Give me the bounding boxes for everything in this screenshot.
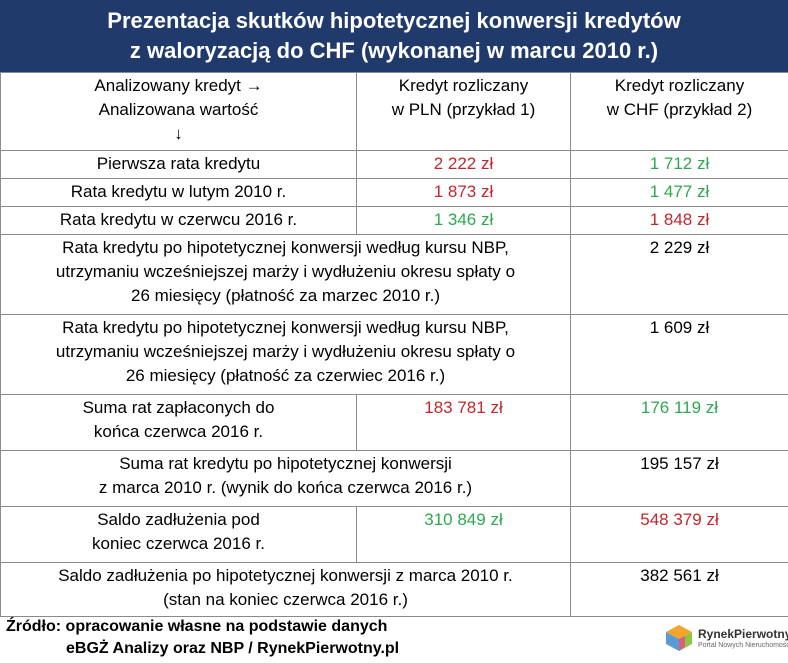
row-label: Rata kredytu po hipotetycznej konwersji … xyxy=(0,234,571,315)
row-label: Suma rat kredytu po hipotetycznej konwer… xyxy=(0,450,571,507)
title-line-1: Prezentacja skutków hipotetycznej konwer… xyxy=(107,8,681,33)
header-cell-pln: Kredyt rozliczany w PLN (przykład 1) xyxy=(356,72,571,151)
header-cell-chf: Kredyt rozliczany w CHF (przykład 2) xyxy=(570,72,788,151)
pln-value: 1 873 zł xyxy=(356,178,571,207)
table-header-row: Analizowany kredyt → Analizowana wartość… xyxy=(0,72,788,151)
table-row: Saldo zadłużenia pod koniec czerwca 2016… xyxy=(0,506,788,563)
row-label: Rata kredytu w czerwcu 2016 r. xyxy=(0,206,357,235)
table-row: Rata kredytu w lutym 2010 r. 1 873 zł 1 … xyxy=(0,178,788,207)
header-cell-analyzed: Analizowany kredyt → Analizowana wartość… xyxy=(0,72,357,151)
cube-logo-icon xyxy=(664,623,694,653)
chf-value: 548 379 zł xyxy=(570,506,788,563)
table-row: Rata kredytu po hipotetycznej konwersji … xyxy=(0,314,788,395)
converted-value: 1 609 zł xyxy=(570,314,788,395)
table-row: Suma rat zapłaconych do końca czerwca 20… xyxy=(0,394,788,451)
pln-value: 183 781 zł xyxy=(356,394,571,451)
chf-value: 1 712 zł xyxy=(570,150,788,179)
pln-value: 1 346 zł xyxy=(356,206,571,235)
table-title: Prezentacja skutków hipotetycznej konwer… xyxy=(0,0,788,72)
table-row: Rata kredytu w czerwcu 2016 r. 1 346 zł … xyxy=(0,206,788,235)
source-line-2: eBGŻ Analizy oraz NBP / RynekPierwotny.p… xyxy=(66,640,400,657)
row-label: Rata kredytu w lutym 2010 r. xyxy=(0,178,357,207)
logo-subtitle: Portal Nowych Nieruchomości xyxy=(698,641,788,649)
converted-value: 2 229 zł xyxy=(570,234,788,315)
converted-value: 195 157 zł xyxy=(570,450,788,507)
source-note: Źródło: opracowanie własne na podstawie … xyxy=(6,616,646,660)
table-row: Saldo zadłużenia po hipotetycznej konwer… xyxy=(0,562,788,617)
comparison-table: Analizowany kredyt → Analizowana wartość… xyxy=(0,72,788,617)
row-label: Saldo zadłużenia pod koniec czerwca 2016… xyxy=(0,506,357,563)
table-row: Suma rat kredytu po hipotetycznej konwer… xyxy=(0,450,788,507)
title-line-2: z waloryzacją do CHF (wykonanej w marcu … xyxy=(129,38,659,63)
chf-value: 176 119 zł xyxy=(570,394,788,451)
chf-value: 1 848 zł xyxy=(570,206,788,235)
chf-value: 1 477 zł xyxy=(570,178,788,207)
logo-name: RynekPierwotny xyxy=(698,626,788,641)
table-row: Rata kredytu po hipotetycznej konwersji … xyxy=(0,234,788,315)
rynekpierwotny-logo: RynekPierwotny Portal Nowych Nieruchomoś… xyxy=(664,618,788,658)
row-label: Suma rat zapłaconych do końca czerwca 20… xyxy=(0,394,357,451)
converted-value: 382 561 zł xyxy=(570,562,788,617)
pln-value: 310 849 zł xyxy=(356,506,571,563)
row-label: Saldo zadłużenia po hipotetycznej konwer… xyxy=(0,562,571,617)
source-line-1: Źródło: opracowanie własne na podstawie … xyxy=(6,618,388,635)
row-label: Pierwsza rata kredytu xyxy=(0,150,357,179)
row-label: Rata kredytu po hipotetycznej konwersji … xyxy=(0,314,571,395)
pln-value: 2 222 zł xyxy=(356,150,571,179)
table-row: Pierwsza rata kredytu 2 222 zł 1 712 zł xyxy=(0,150,788,179)
